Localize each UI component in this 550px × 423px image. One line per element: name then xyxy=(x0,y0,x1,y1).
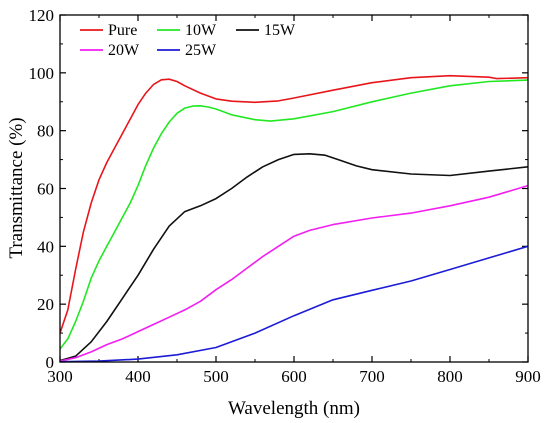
legend-label: Pure xyxy=(108,22,137,39)
legend-label: 20W xyxy=(108,42,140,59)
x-axis-title: Wavelength (nm) xyxy=(228,398,360,419)
x-tick-label: 900 xyxy=(515,367,541,386)
legend: Pure 10W 15W 20W 25W xyxy=(80,22,296,59)
y-tick-label: 80 xyxy=(37,122,54,141)
y-tick-label: 120 xyxy=(29,6,55,25)
series-line-pure xyxy=(60,74,528,334)
y-tick-label: 60 xyxy=(37,180,54,199)
y-axis-title: Transmittance (%) xyxy=(6,117,27,258)
series-line-10w xyxy=(60,79,528,350)
x-tick-label: 500 xyxy=(203,367,229,386)
y-tick-label: 20 xyxy=(37,295,54,314)
y-tick-label: 0 xyxy=(46,353,55,372)
y-tick-label: 40 xyxy=(37,237,54,256)
series-line-15w xyxy=(60,153,528,362)
plot-frame xyxy=(59,14,529,363)
series-line-20w xyxy=(60,184,528,362)
axis-ticks xyxy=(59,14,529,363)
legend-label: 15W xyxy=(264,22,296,39)
x-tick-label: 800 xyxy=(437,367,463,386)
tick-labels: 300 400 500 600 700 800 900 0 20 40 60 80 100 120 xyxy=(29,6,541,386)
x-tick-label: 400 xyxy=(125,367,151,386)
legend-label: 10W xyxy=(185,22,217,39)
series-lines xyxy=(60,74,528,362)
y-tick-label: 100 xyxy=(29,64,55,83)
x-tick-label: 300 xyxy=(47,367,73,386)
legend-label: 25W xyxy=(185,42,217,59)
series-line-25w xyxy=(60,245,528,362)
x-tick-label: 600 xyxy=(281,367,307,386)
x-tick-label: 700 xyxy=(359,367,385,386)
